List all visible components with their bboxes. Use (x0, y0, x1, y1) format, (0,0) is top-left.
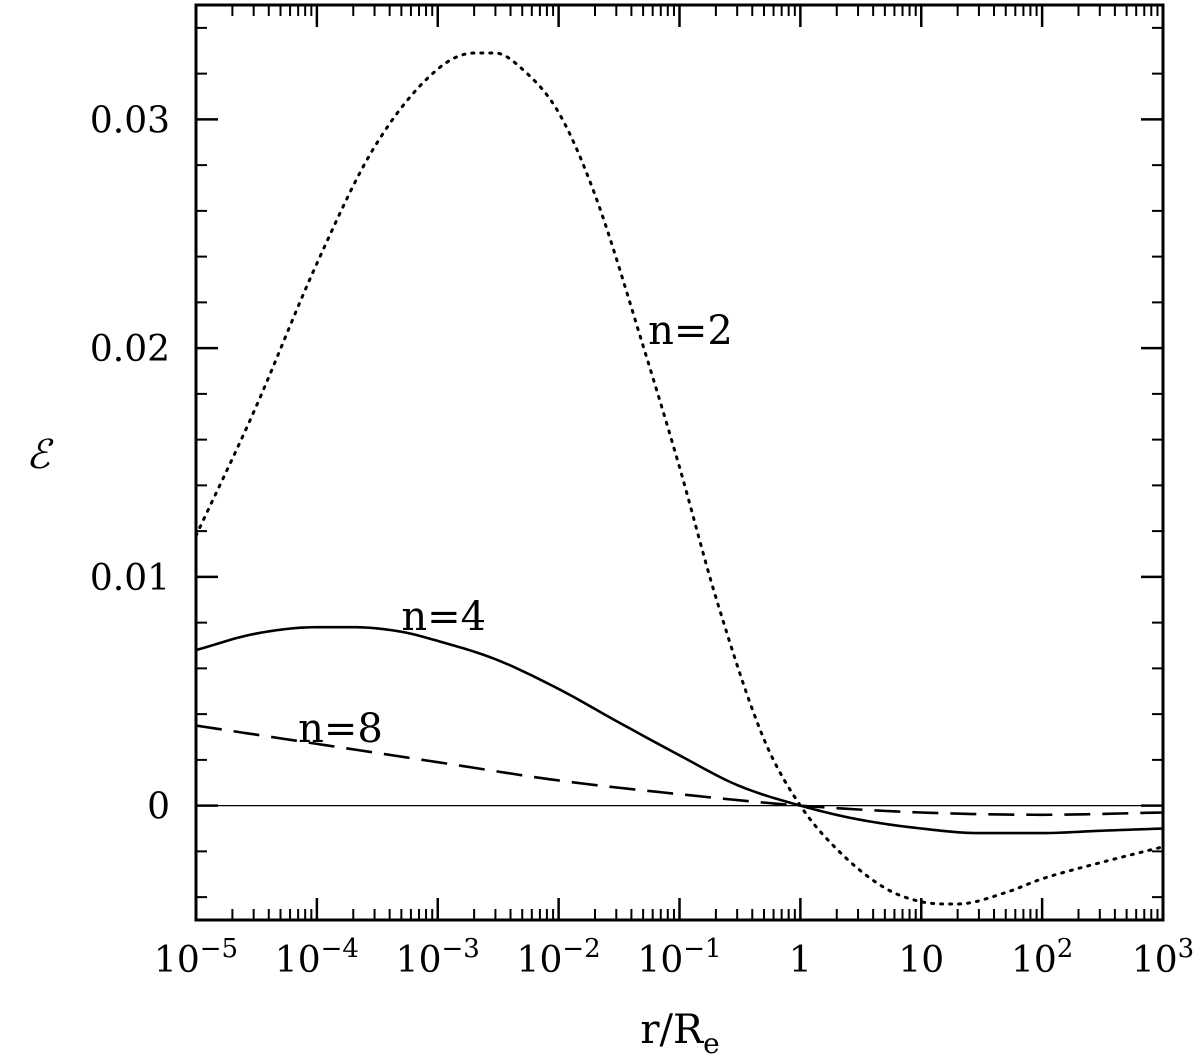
series-label-n2: n=2 (648, 308, 733, 354)
series-label-n8: n=8 (298, 706, 383, 752)
y-axis-title: ℰ (26, 432, 54, 478)
y-tick-label: 0.03 (90, 100, 170, 141)
x-tick-label: 102 (1011, 934, 1073, 981)
x-tick-label: 10−5 (154, 934, 238, 981)
series-label-n4: n=4 (401, 594, 486, 640)
labels-layer: 10−5 10−4 10−3 10−2 10−1 1 10 102 103 0 0.01 0.02 0.… (90, 100, 1194, 981)
x-tick-label: 10−3 (396, 934, 480, 981)
series-layer (194, 51, 1165, 906)
y-tick-label: 0.01 (90, 558, 170, 599)
x-tick-label: 10−4 (275, 934, 359, 981)
y-tick-label: 0.02 (90, 329, 170, 370)
x-axis-title-sub: e (703, 1027, 720, 1060)
x-axis-title: r/Re (640, 1007, 719, 1060)
series-line-n2 (194, 51, 1165, 906)
x-axis-title-main: r/R (640, 1007, 705, 1053)
series-line-n4 (194, 625, 1165, 835)
series-line-n8 (195, 724, 1164, 817)
x-tick-label: 103 (1132, 934, 1194, 981)
plot-frame (194, 3, 1165, 922)
x-tick-label: 10−1 (637, 934, 721, 981)
x-tick-label: 10 (898, 940, 944, 981)
x-tick-label: 1 (789, 940, 812, 981)
y-tick-label: 0 (147, 787, 170, 828)
axes-ticks-layer (194, 5, 1165, 920)
x-tick-label: 10−2 (517, 934, 601, 981)
